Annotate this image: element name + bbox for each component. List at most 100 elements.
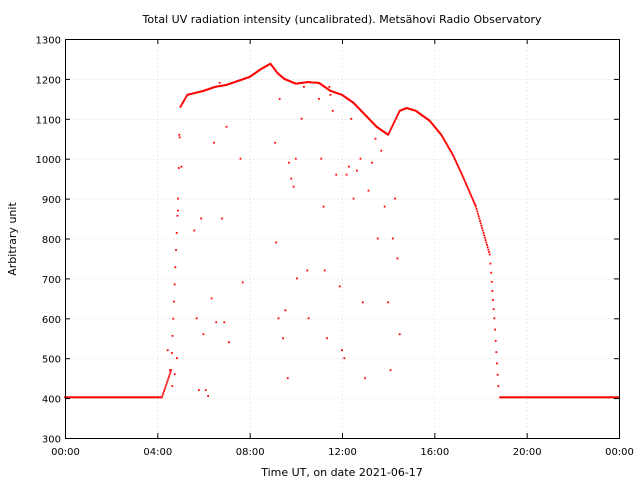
data-point — [221, 217, 223, 220]
data-point — [459, 170, 462, 173]
data-point — [218, 81, 221, 84]
data-point — [394, 119, 396, 122]
data-point — [464, 181, 467, 184]
data-point — [463, 178, 466, 181]
data-point — [391, 237, 394, 240]
data-point — [170, 352, 173, 354]
data-point — [472, 200, 475, 203]
y-tick-label: 300 — [42, 435, 61, 446]
data-point — [176, 214, 179, 217]
x-tick-label: 20:00 — [513, 447, 542, 458]
data-point — [275, 241, 278, 244]
data-point — [364, 377, 366, 380]
x-tick-label: 16:00 — [420, 447, 449, 458]
x-tick-label: 00:00 — [51, 447, 80, 458]
data-point — [491, 290, 494, 292]
data-point — [202, 333, 205, 336]
data-point — [393, 121, 396, 123]
data-point — [166, 381, 168, 384]
x-tick-label: 12:00 — [328, 447, 357, 458]
data-point — [200, 217, 203, 220]
data-point — [442, 137, 445, 140]
data-point — [182, 101, 185, 103]
data-point — [479, 222, 482, 225]
data-point — [449, 150, 452, 153]
data-point — [461, 173, 463, 176]
data-point — [275, 71, 278, 73]
data-point — [167, 377, 170, 380]
data-point — [210, 297, 213, 300]
data-point — [166, 349, 169, 352]
data-point — [394, 197, 396, 200]
data-point — [380, 149, 383, 152]
data-point — [348, 165, 350, 168]
data-point — [178, 133, 181, 136]
data-point — [489, 262, 492, 265]
data-point — [454, 159, 457, 162]
data-point — [359, 157, 362, 160]
data-point — [215, 321, 218, 324]
data-point — [343, 357, 346, 360]
data-point — [164, 385, 167, 388]
data-point — [484, 239, 487, 241]
data-point — [451, 152, 454, 155]
data-point — [185, 96, 187, 99]
data-point — [455, 161, 458, 164]
data-point — [345, 173, 348, 176]
gridlines — [65, 39, 619, 438]
data-point — [161, 396, 163, 399]
y-tick-label: 800 — [42, 235, 61, 246]
data-point — [331, 109, 334, 112]
x-tick-label: 04:00 — [143, 447, 172, 458]
data-point — [443, 138, 445, 141]
data-point — [180, 103, 183, 106]
data-point — [453, 156, 456, 159]
data-point — [212, 141, 215, 144]
y-tick-label: 900 — [42, 195, 61, 206]
data-point — [477, 215, 480, 218]
data-point — [481, 229, 484, 232]
data-point — [318, 97, 320, 100]
data-point — [361, 301, 364, 304]
y-tick-label: 500 — [42, 355, 61, 366]
data-point — [466, 186, 469, 189]
data-point — [478, 217, 481, 220]
data-point — [241, 281, 244, 284]
data-point — [447, 145, 449, 148]
data-point — [471, 197, 474, 200]
data-point — [290, 177, 293, 180]
data-point — [356, 169, 358, 172]
data-point — [448, 147, 451, 150]
data-point — [387, 132, 390, 135]
data-point — [278, 97, 281, 100]
data-point — [446, 144, 449, 147]
data-point — [270, 63, 273, 66]
data-point — [468, 191, 471, 194]
data-point — [456, 163, 458, 165]
data-point — [391, 125, 394, 128]
data-point — [390, 126, 393, 129]
data-point — [389, 128, 392, 131]
data-point — [335, 173, 338, 176]
data-point — [172, 317, 175, 320]
data-point — [178, 136, 181, 139]
data-point — [476, 210, 479, 213]
data-point — [306, 269, 309, 272]
data-point — [271, 65, 274, 68]
data-point — [450, 151, 453, 154]
data-point — [496, 373, 499, 376]
data-point — [338, 285, 341, 288]
data-point — [445, 143, 448, 146]
data-point — [303, 85, 305, 88]
data-point — [465, 184, 468, 187]
data-point — [197, 389, 200, 392]
data-point — [170, 369, 173, 372]
data-point — [475, 208, 478, 210]
data-point — [394, 118, 397, 121]
y-tick-label: 1300 — [36, 36, 61, 47]
data-point — [169, 371, 172, 374]
data-point — [456, 164, 459, 167]
data-point — [173, 373, 176, 376]
data-point — [161, 394, 164, 397]
data-point — [328, 85, 331, 88]
